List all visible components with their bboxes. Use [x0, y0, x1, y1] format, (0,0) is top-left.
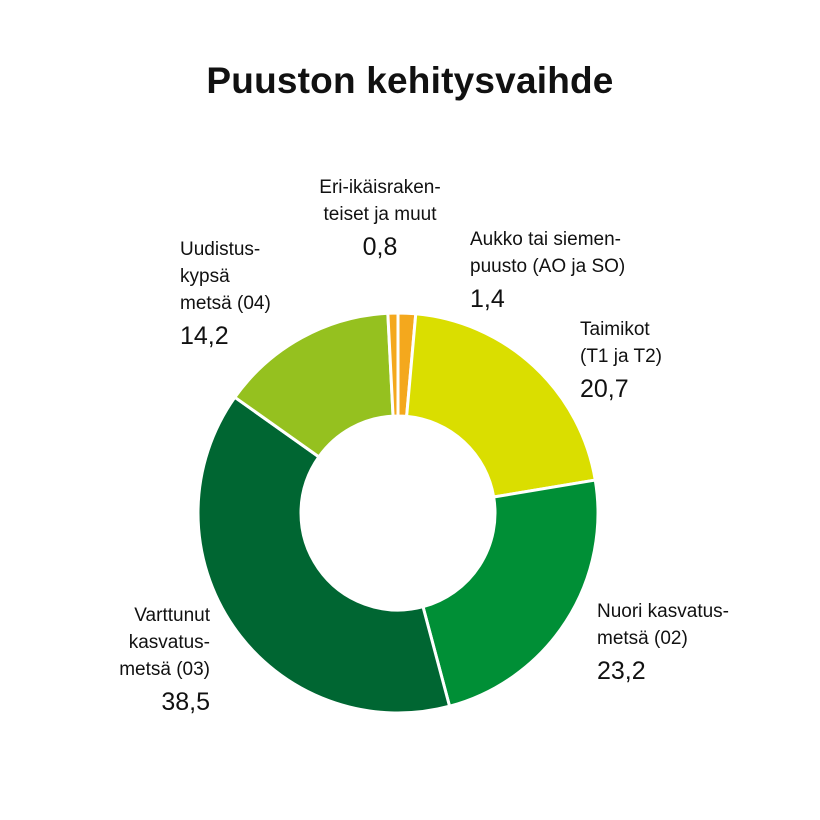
donut-slice	[421, 478, 600, 708]
label-line: Aukko tai siemen-	[470, 229, 622, 250]
slice-label-varttunut: Varttunut kasvatus- metsä (03) 38,5	[40, 602, 210, 719]
label-line: Nuori kasvatus-	[597, 601, 729, 622]
label-line: teiset ja muut	[323, 204, 437, 225]
label-line: Varttunut	[134, 605, 210, 626]
slice-value: 20,7	[580, 375, 629, 403]
slice-label-nuori: Nuori kasvatus- metsä (02) 23,2	[597, 598, 807, 688]
label-line: metsä (04)	[180, 293, 271, 314]
chart-title: Puuston kehitysvaihde	[206, 60, 614, 101]
label-line: metsä (03)	[119, 659, 210, 680]
donut-slice	[405, 312, 597, 499]
label-line: puusto (AO ja SO)	[470, 256, 626, 277]
slice-value: 38,5	[161, 688, 210, 716]
slice-value: 1,4	[470, 285, 505, 313]
label-line: kasvatus-	[128, 632, 210, 653]
slice-label-taimikot: Taimikot (T1 ja T2) 20,7	[580, 316, 780, 406]
label-line: (T1 ja T2)	[580, 346, 663, 367]
donut-slice	[233, 311, 395, 459]
label-line: Uudistus-	[180, 239, 261, 260]
slice-label-uudistuskypsa: Uudistus- kypsä metsä (04) 14,2	[180, 236, 340, 353]
slice-label-eri-ikaisrakenteiset: Eri-ikäisraken- teiset ja muut 0,8	[280, 174, 480, 264]
donut-slice	[386, 311, 400, 418]
slice-value: 0,8	[362, 233, 398, 261]
label-line: Taimikot	[580, 319, 650, 340]
slice-value: 14,2	[180, 322, 229, 350]
label-line: Eri-ikäisraken-	[319, 177, 441, 198]
slice-value: 23,2	[597, 657, 646, 685]
label-line: kypsä	[180, 266, 230, 287]
donut-slice	[196, 395, 452, 715]
slice-label-aukko: Aukko tai siemen- puusto (AO ja SO) 1,4	[470, 226, 710, 316]
label-line: metsä (02)	[597, 628, 688, 649]
